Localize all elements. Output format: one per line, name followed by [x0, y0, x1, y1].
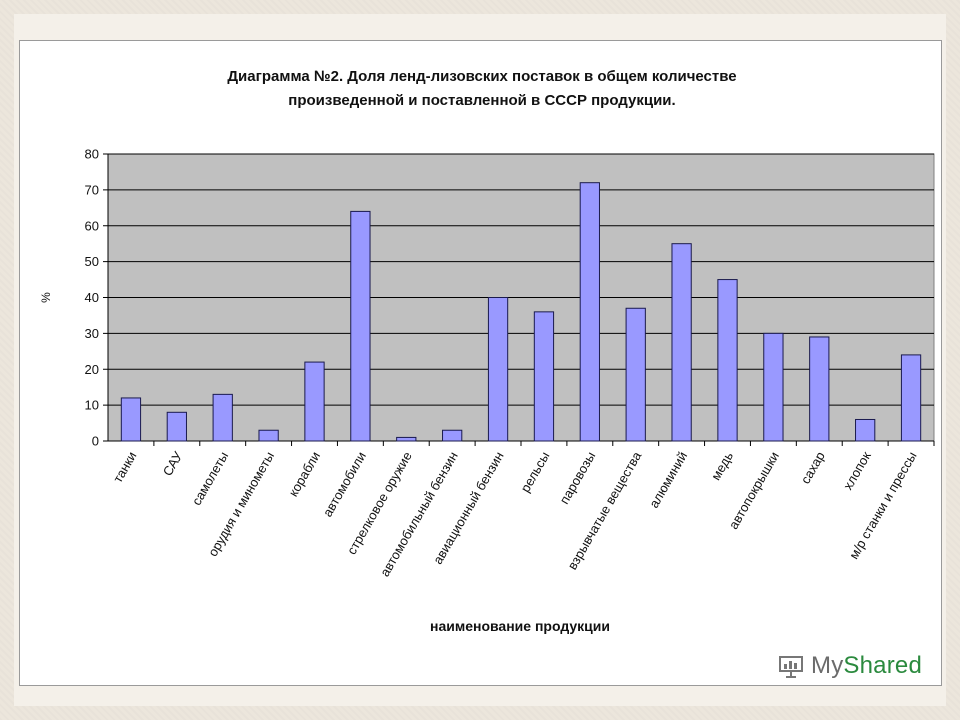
bar-14: [763, 332, 784, 442]
bar-11: [625, 307, 646, 442]
chart-title-line-2: произведенной и поставленной в СССР прод…: [288, 92, 675, 109]
x-category-label: паровозы: [556, 449, 598, 507]
bar-8: [487, 297, 509, 442]
x-category-label: самолеты: [189, 449, 232, 508]
myshared-watermark: MyShared: [777, 652, 922, 680]
bar-4: [304, 361, 325, 442]
bar-13: [717, 279, 738, 442]
y-tick-label: 10: [85, 398, 99, 413]
x-category-label: танки: [110, 449, 140, 485]
bars: [120, 182, 922, 442]
bar-1: [166, 411, 187, 442]
x-category-label: САУ: [160, 448, 186, 478]
y-tick-label: 20: [85, 362, 99, 377]
x-category-label: автомобили: [320, 449, 369, 519]
chart-title-line-1: Диаграмма №2. Доля ленд-лизовских постав…: [227, 68, 736, 85]
y-tick-label: 60: [85, 218, 99, 233]
bar-15: [809, 336, 830, 442]
bar-16: [855, 418, 876, 442]
bar-3: [258, 429, 279, 442]
y-tick-label: 40: [85, 290, 99, 305]
bar-chart: Диаграмма №2. Доля ленд-лизовских постав…: [39, 68, 935, 634]
bar-6: [396, 436, 417, 442]
x-axis-label: наименование продукции: [430, 618, 610, 634]
chart-title: Диаграмма №2. Доля ленд-лизовских постав…: [227, 68, 736, 109]
bar-2: [212, 393, 233, 442]
x-category-label: хлопок: [840, 449, 874, 493]
gridlines: [108, 153, 934, 406]
bar-5: [350, 210, 371, 442]
bar-7: [442, 429, 463, 442]
y-tick-label: 80: [85, 147, 99, 162]
y-tick-label: 30: [85, 326, 99, 341]
bar-9: [533, 311, 555, 442]
bar-0: [120, 397, 142, 442]
y-tick-label: 50: [85, 254, 99, 269]
x-category-label: корабли: [285, 449, 323, 499]
y-axis-label: %: [39, 292, 53, 303]
x-category-label: рельсы: [517, 449, 552, 495]
bar-12: [671, 243, 692, 442]
x-category-label: автопокрышки: [726, 449, 782, 532]
watermark-brand-prefix: My: [811, 652, 844, 679]
chart-figure: Диаграмма №2. Доля ленд-лизовских постав…: [19, 40, 942, 686]
x-category-label: медь: [708, 449, 736, 483]
bar-17: [900, 354, 922, 442]
y-tick-label: 0: [92, 434, 99, 449]
x-category-label: алюминий: [646, 449, 690, 510]
y-tick-label: 70: [85, 182, 99, 197]
watermark-brand-suffix: Shared: [843, 652, 922, 679]
presentation-board-icon: [777, 652, 805, 680]
bar-10: [579, 182, 600, 442]
x-category-label: сахар: [798, 449, 828, 486]
